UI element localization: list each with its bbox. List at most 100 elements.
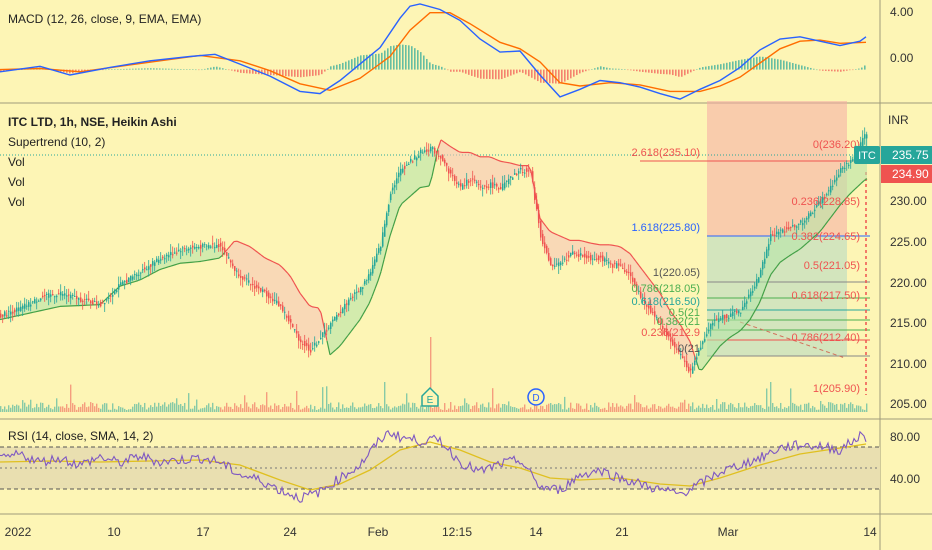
dividend-icon[interactable] (527, 388, 545, 406)
rsi-axis[interactable]: 80.00 40.00 (890, 430, 920, 486)
candle-body (306, 343, 308, 346)
volume-bar (764, 409, 766, 412)
volume-bar (362, 406, 364, 412)
candle-body (66, 295, 68, 297)
candle-body (390, 193, 392, 201)
candle-body (716, 318, 718, 320)
macd-histogram-bar (336, 64, 338, 70)
supertrend-segment (509, 162, 514, 165)
volume-bar (166, 406, 168, 412)
volume-bar (146, 409, 148, 412)
volume-title[interactable]: Vol (8, 195, 25, 209)
candle-body (822, 196, 824, 203)
macd-title[interactable]: MACD (12, 26, close, 9, EMA, EMA) (8, 12, 201, 26)
volume-bar (72, 403, 74, 412)
candle-body (94, 301, 96, 303)
candle-body (654, 311, 656, 317)
candle-body (270, 296, 272, 298)
candle-body (278, 301, 280, 307)
earnings-icon[interactable] (421, 386, 439, 407)
supertrend-title[interactable]: Supertrend (10, 2) (8, 135, 105, 149)
candle-body (8, 310, 10, 312)
macd-histogram-bar (402, 44, 404, 70)
volume-bar (212, 402, 214, 412)
supertrend-fill (498, 160, 501, 188)
candle-body (486, 186, 488, 189)
supertrend-fill (489, 156, 492, 186)
candle-body (268, 292, 270, 299)
macd-histogram-bar (408, 45, 410, 70)
macd-histogram-bar (684, 69, 686, 76)
volume-bar (320, 407, 322, 412)
candle-body (406, 164, 408, 166)
macd-histogram-bar (357, 56, 359, 70)
candlestick-series[interactable] (0, 127, 868, 378)
supertrend-fill (249, 246, 252, 286)
volume-bar (370, 404, 372, 412)
volume-bar (348, 407, 350, 412)
macd-histogram-bar (834, 69, 836, 72)
candle-body (472, 178, 474, 180)
supertrend-fill (171, 251, 174, 267)
candle-body (430, 146, 432, 152)
candle-body (170, 251, 172, 256)
fib-retracement-drawing[interactable] (640, 101, 870, 395)
volume-bar (298, 405, 300, 412)
volume-bar (282, 406, 284, 412)
macd-axis[interactable]: 4.00 0.00 (890, 5, 914, 65)
symbol-badge[interactable] (854, 146, 880, 164)
candle-body (502, 183, 504, 191)
macd-histogram-bar (189, 69, 191, 70)
supertrend-segment (410, 192, 415, 196)
supertrend-fill (216, 244, 219, 259)
supertrend-segment (359, 314, 364, 320)
volume-bar (834, 404, 836, 412)
supertrend-fill (465, 152, 468, 184)
volume-bar (594, 402, 596, 412)
macd-histogram-bar (492, 69, 494, 80)
macd-histogram-bar (579, 69, 581, 74)
candle-body (134, 274, 136, 276)
symbol-badge-label: ITC (858, 150, 876, 162)
volume-bar (754, 403, 756, 412)
supertrend-segment (827, 216, 832, 222)
volume-title[interactable]: Vol (8, 175, 25, 189)
macd-histogram-bar (264, 69, 266, 75)
time-axis[interactable]: 2022 10 17 24 Feb 12:15 14 21 Mar 14 (5, 525, 877, 539)
supertrend-fill (780, 230, 783, 263)
volume-bar (772, 403, 774, 412)
macd-histogram-bar (606, 67, 608, 70)
candle-body (776, 231, 778, 235)
earnings-marker[interactable]: E (421, 386, 439, 407)
volume-bar (496, 404, 498, 412)
macd-histogram-bar (468, 69, 470, 75)
rsi-title[interactable]: RSI (14, close, SMA, 14, 2) (8, 429, 153, 443)
volume-bar (716, 398, 718, 412)
macd-histogram-bar (777, 59, 779, 70)
candle-body (84, 299, 86, 301)
supertrend-segment (260, 254, 265, 258)
supertrend-segment (725, 337, 730, 342)
macd-histogram-bar (789, 62, 791, 70)
candle-body (166, 254, 168, 257)
volume-title[interactable]: Vol (8, 155, 25, 169)
volume-bar (328, 403, 330, 412)
supertrend-fill (717, 316, 720, 350)
supertrend-segment (470, 152, 475, 155)
candle-body (218, 243, 220, 247)
symbol-title[interactable]: ITC LTD, 1h, NSE, Heikin Ashi (8, 115, 177, 129)
volume-bar (826, 407, 828, 412)
candle-body (504, 182, 506, 189)
price-axis[interactable]: INR 230.00 225.00 220.00 215.00 210.00 2… (854, 113, 932, 411)
dividend-marker[interactable]: D (527, 388, 545, 406)
fib-trend-line[interactable] (739, 321, 846, 359)
macd-histogram-bar (465, 69, 467, 74)
macd-histogram-bar (0, 69, 2, 72)
volume-bar (178, 404, 180, 412)
volume-bar (400, 405, 402, 412)
candle-body (248, 280, 250, 283)
volume-bar (862, 409, 864, 412)
supertrend-segment (248, 245, 253, 249)
supertrend-segment (119, 284, 124, 287)
